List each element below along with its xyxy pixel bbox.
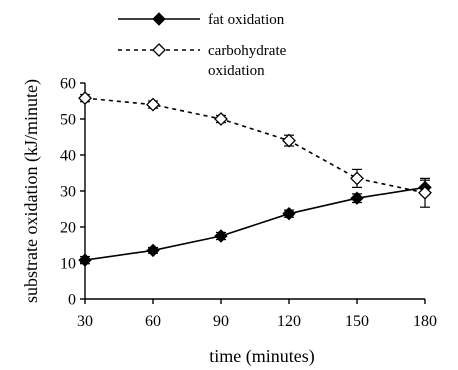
ticks: 0 10 20 30 40 50 60 30 60 90 120 150 180	[60, 76, 437, 331]
y-tick-label: 20	[60, 220, 76, 237]
legend-marker-filled-diamond	[152, 12, 166, 26]
x-tick-label: 120	[277, 313, 301, 330]
data-point-filled-diamond	[350, 191, 364, 205]
data-point-filled-diamond	[282, 206, 296, 221]
y-tick-label: 60	[60, 76, 76, 93]
legend-label-line-1: carbohydrate	[208, 43, 287, 59]
legend-label-fat-oxidation: fat oxidation	[208, 12, 285, 28]
data-point-open-diamond	[78, 91, 92, 106]
x-tick-label: 60	[145, 313, 161, 330]
data-point-open-diamond	[214, 112, 228, 126]
x-tick-label: 30	[77, 313, 93, 330]
y-axis-label: substrate oxidation (kJ/minute)	[21, 79, 42, 303]
data-point-open-diamond	[350, 171, 364, 186]
y-tick-label: 10	[60, 256, 76, 273]
y-tick-label: 30	[60, 184, 76, 201]
data-point-filled-diamond	[214, 229, 228, 243]
data-point-open-diamond	[146, 97, 160, 112]
legend-item-carbohydrate-oxidation: carbohydrate oxidation	[118, 43, 290, 79]
legend-label-line-2: oxidation	[208, 63, 265, 79]
series-carbohydrate-oxidation	[78, 91, 432, 208]
y-tick-label: 0	[68, 292, 76, 309]
x-tick-label: 90	[213, 313, 229, 330]
series-line	[84, 97, 426, 194]
legend: fat oxidation carbohydrate oxidation	[118, 12, 290, 79]
legend-item-fat-oxidation: fat oxidation	[118, 12, 285, 28]
x-axis-label: time (minutes)	[209, 346, 314, 367]
x-tick-label: 180	[413, 313, 437, 330]
y-tick-label: 40	[60, 148, 76, 165]
data-point-filled-diamond	[146, 243, 160, 258]
axes	[84, 83, 425, 300]
legend-label-carbohydrate-oxidation: carbohydrate oxidation	[208, 43, 290, 79]
data-point-open-diamond	[418, 185, 432, 200]
data-point-open-diamond	[282, 133, 296, 148]
series-line	[84, 186, 426, 261]
series-layer	[78, 91, 432, 267]
data-point-filled-diamond	[78, 253, 92, 267]
y-tick-label: 50	[60, 112, 76, 129]
x-tick-label: 150	[345, 313, 369, 330]
series-fat-oxidation	[78, 179, 432, 267]
legend-marker-open-diamond	[152, 43, 166, 57]
